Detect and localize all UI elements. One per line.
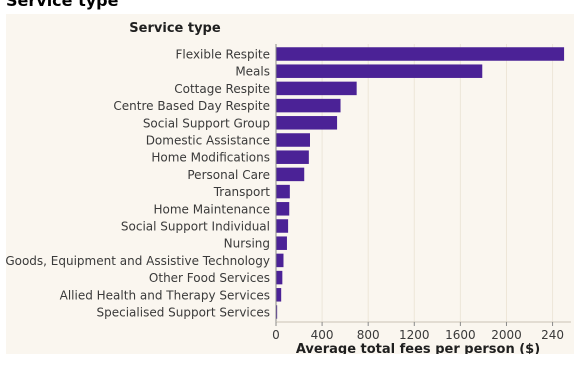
bar xyxy=(276,202,290,216)
category-label: Meals xyxy=(235,65,270,79)
bar xyxy=(276,184,290,199)
category-label: Other Food Services xyxy=(149,271,270,285)
bar xyxy=(276,219,289,233)
bar xyxy=(276,288,282,302)
bar xyxy=(276,98,341,113)
x-tick-label: 1600 xyxy=(445,328,476,342)
category-label: Domestic Assistance xyxy=(146,134,270,148)
x-tick-label: 1200 xyxy=(399,328,430,342)
bar xyxy=(276,150,309,164)
x-tick-label: 0 xyxy=(272,328,280,342)
bar xyxy=(276,167,305,182)
bar xyxy=(276,305,278,319)
category-label: Nursing xyxy=(224,237,270,251)
x-axis-title: Average total fees per person ($) xyxy=(296,342,540,354)
category-label: Specialised Support Services xyxy=(97,306,271,320)
category-label: Home Maintenance xyxy=(153,202,270,216)
bar xyxy=(276,236,287,250)
category-label: Home Modifications xyxy=(151,151,270,165)
category-label: Flexible Respite xyxy=(176,48,270,62)
category-label: Allied Health and Therapy Services xyxy=(60,288,270,302)
chart-panel: Service type Flexible Respite Meals Cottage… xyxy=(6,14,574,354)
bar xyxy=(276,116,338,130)
category-header: Service type xyxy=(129,21,221,36)
clipped-heading: Service type xyxy=(6,0,119,10)
category-label: Social Support Group xyxy=(143,116,270,130)
bar xyxy=(276,81,357,96)
bar xyxy=(276,133,310,147)
bar xyxy=(276,253,284,268)
bar-chart: Service type Flexible Respite Meals Cottage… xyxy=(6,21,571,354)
category-label: Centre Based Day Respite xyxy=(113,99,270,113)
category-label: Goods, Equipment and Assistive Technolog… xyxy=(6,254,270,268)
x-tick-label: 2000 xyxy=(491,328,522,342)
bar xyxy=(276,270,283,285)
x-tick-label: 800 xyxy=(357,328,380,342)
category-label: Social Support Individual xyxy=(121,220,270,234)
category-label: Cottage Respite xyxy=(174,82,270,96)
category-label: Transport xyxy=(213,185,271,199)
category-label: Personal Care xyxy=(187,168,270,182)
top-strip: Service type xyxy=(0,0,574,14)
x-tick-label: 240 xyxy=(541,328,564,342)
x-tick-label: 400 xyxy=(311,328,334,342)
bar xyxy=(276,64,483,78)
bar xyxy=(276,47,565,61)
